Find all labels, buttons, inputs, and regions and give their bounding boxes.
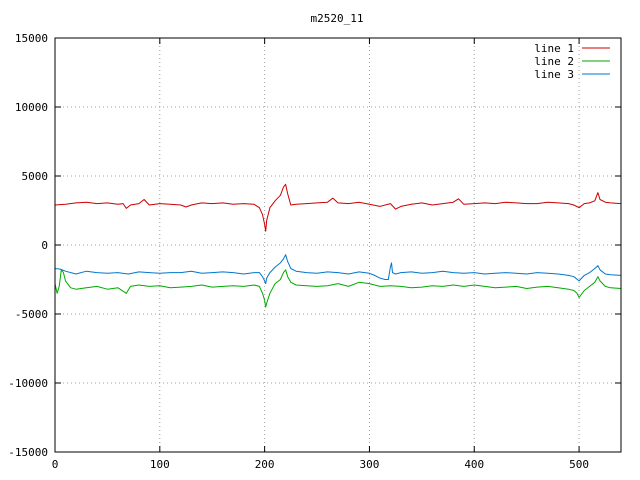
y-tick-label: 5000	[22, 170, 49, 183]
legend-label-3: line 3	[534, 68, 574, 81]
y-tick-label: -5000	[15, 308, 48, 321]
y-tick-label: 10000	[15, 101, 48, 114]
axes: 0 100 200 300 400 500 -15000 -10000 -5000 0 5000 10…	[8, 32, 621, 471]
y-tick-label: 15000	[15, 32, 48, 45]
legend-label-1: line 1	[534, 42, 574, 55]
series-line-3	[54, 254, 622, 285]
x-tick-label: 300	[360, 458, 380, 471]
x-tick-label: 500	[569, 458, 589, 471]
x-tick-label: 400	[464, 458, 484, 471]
series-line-1	[54, 183, 622, 232]
y-tick-label: -15000	[8, 446, 48, 459]
x-tick-label: 100	[150, 458, 170, 471]
y-tick-label: 0	[41, 239, 48, 252]
chart-title: m2520_11	[311, 12, 364, 25]
grid	[55, 38, 621, 452]
series-line-2	[54, 269, 622, 308]
series-group	[54, 183, 622, 308]
x-tick-label: 0	[52, 458, 59, 471]
legend-label-2: line 2	[534, 55, 574, 68]
y-tick-label: -10000	[8, 377, 48, 390]
x-tick-label: 200	[255, 458, 275, 471]
